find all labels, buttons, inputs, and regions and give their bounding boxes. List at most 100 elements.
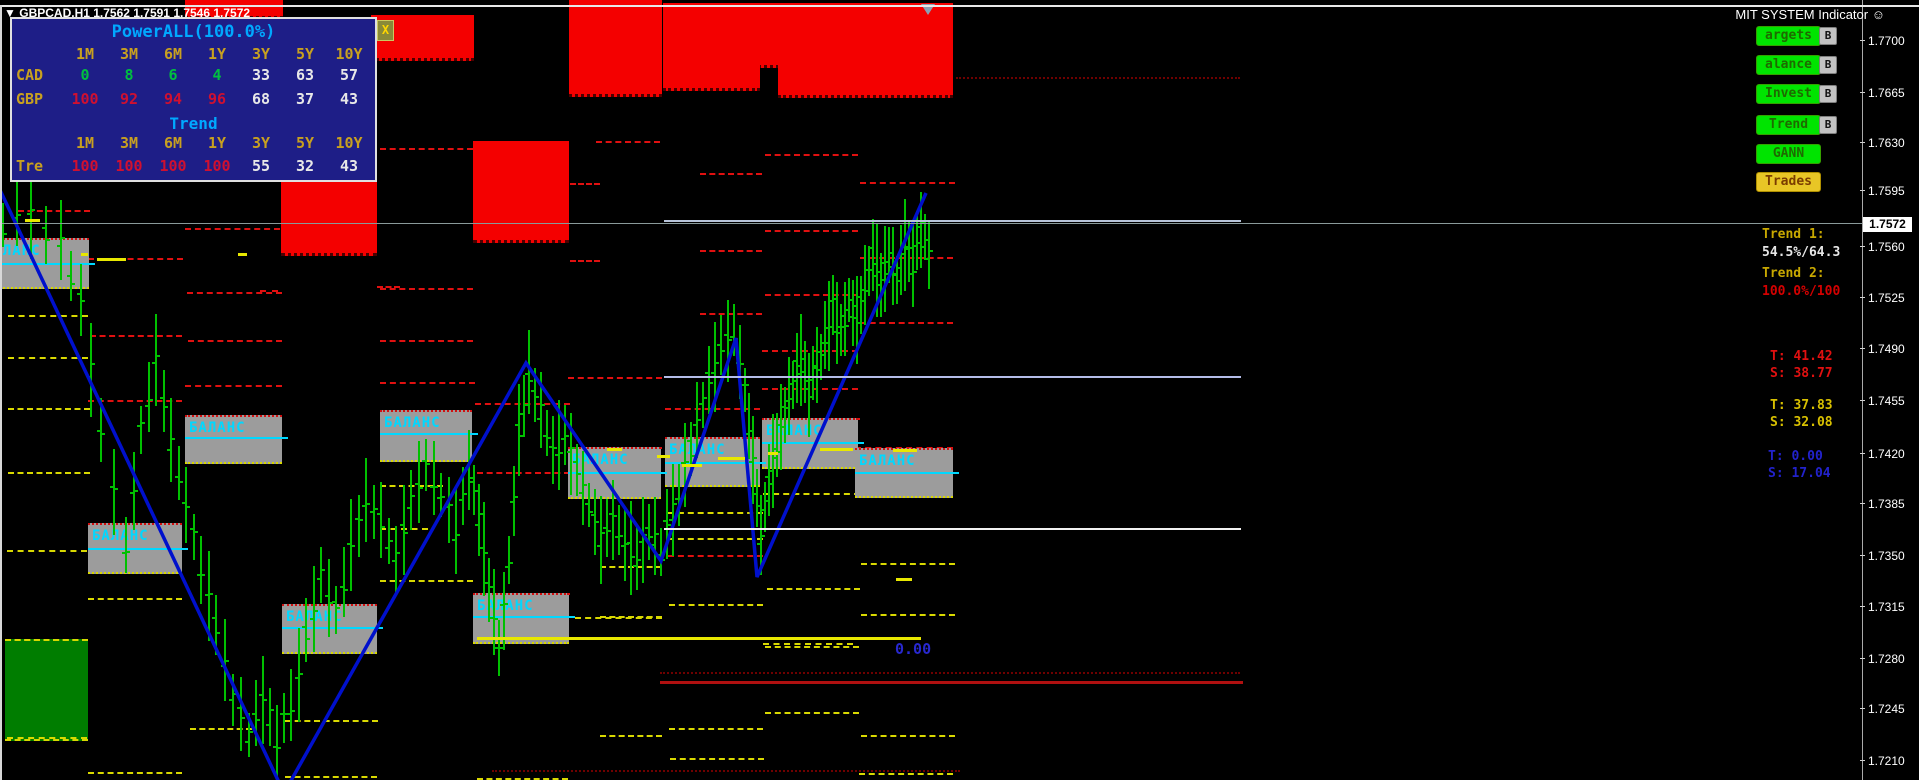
candle-close-tick <box>381 526 385 528</box>
value-cell: 57 <box>339 66 359 84</box>
candle-open-tick <box>889 265 893 268</box>
candle-bar <box>320 547 322 603</box>
toolbar-button-invest[interactable]: Invest <box>1756 84 1821 104</box>
toolbar-b-button[interactable]: B <box>1819 56 1837 74</box>
toolbar-button-gann[interactable]: GANN <box>1756 144 1821 164</box>
column-header-row: 1M 3M 6M 1Y 3Y 5Y 10Y <box>12 45 375 63</box>
candle-bar <box>678 463 680 526</box>
horizontal-level-line <box>664 528 1241 530</box>
candle-bar <box>618 504 620 555</box>
price-axis-tick <box>1860 760 1865 761</box>
candle-close-tick <box>224 659 229 662</box>
candle-bar <box>864 245 866 325</box>
candle-open-tick <box>245 741 249 743</box>
candle-bar <box>852 280 854 346</box>
candle-close-tick <box>433 486 438 488</box>
close-icon[interactable]: X <box>377 20 394 41</box>
value-cell: 6M <box>163 134 183 152</box>
candle-open-tick <box>414 482 419 485</box>
candle-bar <box>588 483 590 527</box>
candle-bar <box>558 399 560 490</box>
candle-open-tick <box>470 481 474 483</box>
candle-bar <box>290 669 292 741</box>
candle-open-tick <box>921 245 925 248</box>
trend-readout-text: T: 37.83 <box>1770 398 1833 413</box>
candle-open-tick <box>458 499 463 501</box>
resistance-level-dash <box>570 260 600 262</box>
support-level-dash <box>8 472 90 474</box>
candle-open-tick <box>377 513 381 515</box>
candle-bar <box>440 473 442 517</box>
row-label <box>12 45 63 63</box>
price-axis-label: 1.7490 <box>1868 342 1905 356</box>
candle-bar <box>240 676 242 751</box>
toolbar-button-alance[interactable]: alance <box>1756 55 1821 75</box>
toolbar-button-trend[interactable]: Trend <box>1756 115 1821 135</box>
support-level-dash <box>600 735 662 737</box>
support-level-dash <box>8 408 90 410</box>
candle-open-tick <box>42 226 46 229</box>
candle-close-tick <box>113 487 118 490</box>
candle-open-tick <box>711 371 715 374</box>
candle-bar <box>335 586 337 634</box>
candle-close-tick <box>685 461 689 463</box>
candle-open-tick <box>913 244 917 247</box>
candle-bar <box>840 304 842 356</box>
price-axis-label: 1.7350 <box>1868 549 1905 563</box>
candle-close-tick <box>484 552 488 554</box>
candle-open-tick <box>657 554 661 556</box>
smiley-icon[interactable]: ☺ <box>1871 7 1885 22</box>
price-axis-label: 1.7280 <box>1868 652 1905 666</box>
support-level-dash <box>600 616 662 618</box>
support-level-dash <box>763 643 853 645</box>
toolbar-b-button[interactable]: B <box>1819 116 1837 134</box>
candle-close-tick <box>388 540 393 542</box>
pivot-mark <box>768 452 778 455</box>
supply-zone-box <box>778 65 953 98</box>
resistance-level-dash <box>18 210 90 212</box>
toolbar-button-argets[interactable]: argets <box>1756 26 1821 46</box>
value-cell: 10Y <box>335 134 363 152</box>
resistance-level-dash <box>88 400 182 402</box>
horizontal-level-line <box>664 220 1241 222</box>
value-cell: 55 <box>251 157 271 175</box>
candle-open-tick <box>266 723 270 726</box>
candle-open-tick <box>853 317 857 319</box>
toolbar-b-button[interactable]: B <box>1819 85 1837 103</box>
value-cell: 5Y <box>295 134 315 152</box>
pivot-mark <box>896 578 912 581</box>
candle-open-tick <box>639 541 643 543</box>
candle-close-tick <box>565 435 569 437</box>
price-axis-label: 1.7630 <box>1868 136 1905 150</box>
indicator-header: MIT SYSTEM Indicator ☺ <box>1735 7 1885 22</box>
trend-strength-row: Tre 100 100 100 100 55 32 43 <box>12 157 375 175</box>
candle-open-tick <box>339 585 344 588</box>
horizontal-level-line <box>477 637 921 640</box>
resistance-level-dash <box>188 340 282 342</box>
value-cell: 100 <box>71 157 99 175</box>
candle-bar <box>140 406 142 454</box>
candle-bar <box>888 227 890 283</box>
trend-readout-text: S: 32.08 <box>1770 415 1833 430</box>
candle-open-tick <box>749 461 753 463</box>
toolbar-button-trades[interactable]: Trades <box>1756 172 1821 192</box>
support-level-dash <box>861 735 955 737</box>
candle-open-tick <box>317 578 321 580</box>
candle-open-tick <box>475 524 479 526</box>
support-level-dash <box>763 493 860 495</box>
candle-open-tick <box>877 284 881 286</box>
candle-bar <box>552 416 554 484</box>
resistance-level-dash <box>860 182 955 184</box>
candle-open-tick <box>627 541 631 544</box>
resistance-level-dash <box>380 148 473 150</box>
candle-open-tick <box>332 601 336 603</box>
candle-bar <box>844 282 846 356</box>
candle-bar <box>582 450 584 525</box>
toolbar-b-button[interactable]: B <box>1819 27 1837 45</box>
trend-readout-text: 54.5%/64.3 <box>1762 245 1841 260</box>
dropdown-arrow-icon[interactable]: ▼ <box>4 6 16 20</box>
candle-open-tick <box>645 527 649 529</box>
candle-open-tick <box>869 247 873 249</box>
candle-close-tick <box>141 422 145 424</box>
value-cell: 100 <box>203 157 231 175</box>
